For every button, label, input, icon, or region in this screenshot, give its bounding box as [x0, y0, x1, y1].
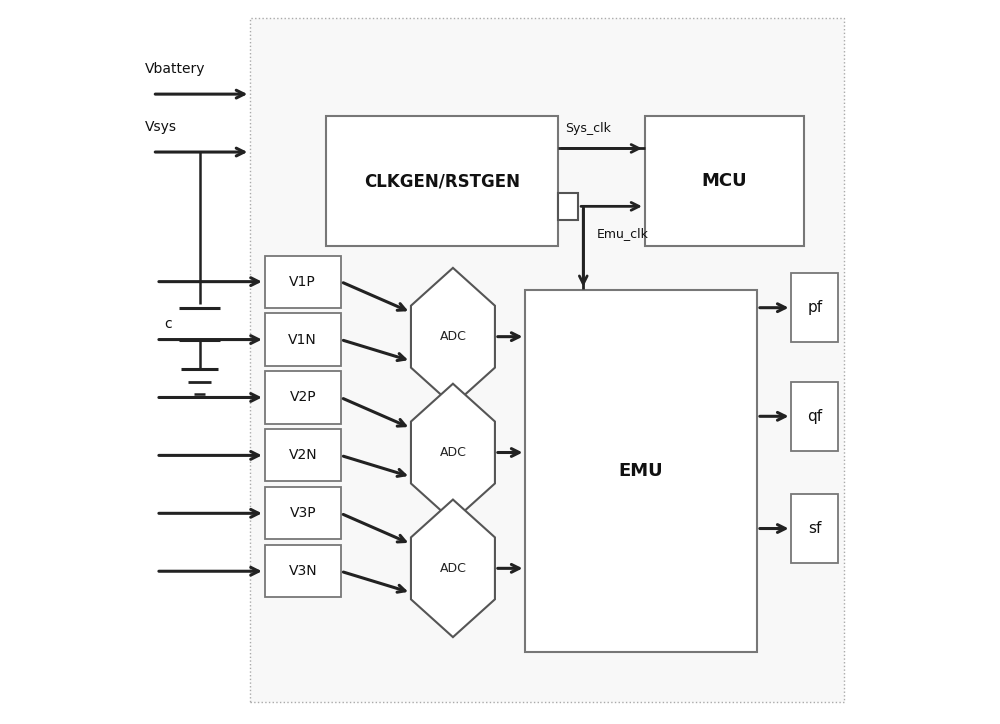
Bar	[265, 371, 341, 424]
Text: ADC: ADC	[440, 330, 466, 343]
Text: Vsys: Vsys	[145, 120, 177, 134]
Text: Emu_clk: Emu_clk	[596, 227, 648, 240]
Bar	[558, 193, 578, 220]
Text: V1P: V1P	[289, 274, 316, 289]
Text: ADC: ADC	[440, 562, 466, 575]
Bar	[791, 494, 838, 563]
Bar	[250, 18, 844, 702]
Text: V3N: V3N	[288, 564, 317, 578]
Bar	[525, 290, 757, 652]
Text: MCU: MCU	[702, 172, 747, 190]
Polygon shape	[411, 384, 495, 521]
Text: ADC: ADC	[440, 446, 466, 459]
Polygon shape	[411, 268, 495, 405]
Text: V2N: V2N	[288, 448, 317, 463]
Text: qf: qf	[807, 409, 823, 424]
Bar	[645, 116, 804, 246]
Bar	[265, 256, 341, 308]
Text: Vbattery: Vbattery	[145, 62, 206, 76]
Text: EMU: EMU	[619, 462, 663, 479]
Bar	[791, 382, 838, 450]
Bar	[265, 313, 341, 366]
Text: pf: pf	[807, 300, 823, 315]
Polygon shape	[411, 500, 495, 637]
Bar	[326, 116, 558, 246]
Bar	[265, 429, 341, 481]
Bar	[265, 487, 341, 539]
Text: CLKGEN/RSTGEN: CLKGEN/RSTGEN	[364, 172, 520, 190]
Text: c: c	[164, 317, 172, 331]
Text: V1N: V1N	[288, 332, 317, 347]
Text: V2P: V2P	[289, 390, 316, 405]
Bar	[791, 274, 838, 342]
Text: V3P: V3P	[289, 506, 316, 521]
Text: Sys_clk: Sys_clk	[565, 122, 611, 135]
Text: sf: sf	[808, 521, 822, 536]
Bar	[265, 545, 341, 597]
